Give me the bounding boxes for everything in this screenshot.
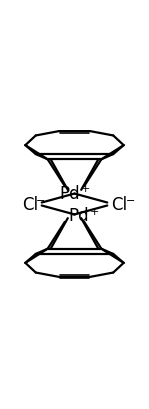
Text: +: + [90, 206, 99, 216]
Text: Cl: Cl [111, 196, 127, 213]
Text: −: − [126, 195, 135, 205]
Text: Cl: Cl [22, 196, 38, 213]
Text: Pd: Pd [60, 184, 80, 202]
Text: −: − [36, 195, 46, 205]
Text: +: + [81, 184, 90, 194]
Text: Pd: Pd [69, 207, 89, 225]
